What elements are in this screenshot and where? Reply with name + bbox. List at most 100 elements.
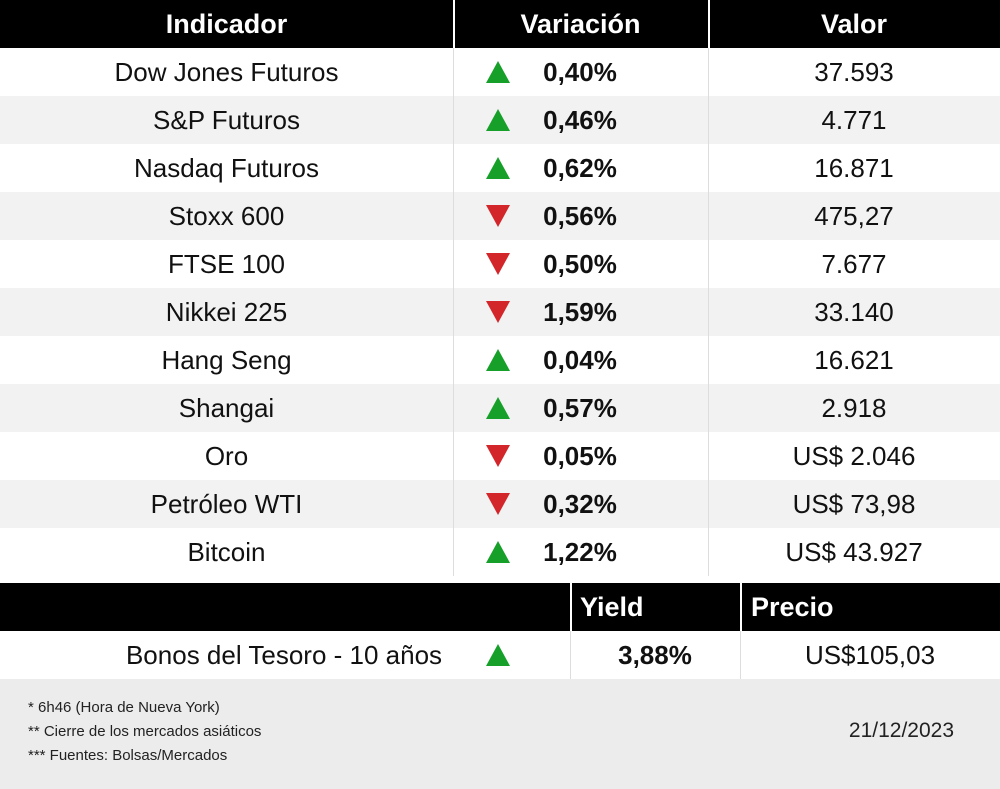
header-cell: Yield <box>580 591 644 622</box>
arrow-shape <box>486 349 510 371</box>
divider <box>740 631 741 679</box>
divider <box>708 432 709 480</box>
bond-label: Bonos del Tesoro - 10 años <box>125 639 443 670</box>
arrow-shape <box>486 445 510 467</box>
arrow <box>486 541 510 563</box>
indicator: Nasdaq Futuros <box>134 152 319 183</box>
arrow <box>486 61 510 83</box>
arrow <box>486 349 510 371</box>
value: US$ 73,98 <box>792 488 916 519</box>
value: US$ 2.046 <box>792 440 916 471</box>
arrow-shape <box>486 644 510 666</box>
divider <box>708 480 709 528</box>
footer-date: 21/12/2023 <box>848 719 954 742</box>
change: 0,50% <box>543 248 617 279</box>
indicator: S&P Futuros <box>153 104 300 135</box>
change: 0,05% <box>543 440 617 471</box>
indicator: Stoxx 600 <box>168 200 285 231</box>
divider <box>453 384 454 432</box>
header-cell: Valor <box>820 8 888 39</box>
value: 16.871 <box>814 152 894 183</box>
arrow-shape <box>486 493 510 515</box>
divider <box>453 192 454 240</box>
divider <box>708 384 709 432</box>
arrow <box>486 445 510 467</box>
arrow <box>486 301 510 323</box>
divider <box>453 480 454 528</box>
arrow-shape <box>486 205 510 227</box>
bond-header-bar <box>0 583 1000 631</box>
arrow-shape <box>486 109 510 131</box>
change: 0,04% <box>543 344 617 375</box>
arrow <box>486 644 510 666</box>
divider <box>708 48 709 96</box>
header-cell: Variación <box>520 8 641 39</box>
arrow <box>486 205 510 227</box>
divider <box>453 288 454 336</box>
indicator: Petróleo WTI <box>150 488 303 519</box>
footer-note: ** Cierre de los mercados asiáticos <box>28 723 262 740</box>
divider <box>453 432 454 480</box>
arrow <box>486 397 510 419</box>
value: 4.771 <box>821 104 887 135</box>
divider <box>453 528 454 576</box>
header-cell: Indicador <box>165 8 288 39</box>
divider <box>708 96 709 144</box>
value: 7.677 <box>821 248 887 279</box>
arrow <box>486 253 510 275</box>
footer-note: * 6h46 (Hora de Nueva York) <box>28 699 220 716</box>
header-bar <box>0 0 1000 48</box>
change: 0,40% <box>543 56 617 87</box>
value: 16.621 <box>814 344 894 375</box>
footer <box>0 679 1000 789</box>
header-cell: Precio <box>751 591 834 622</box>
indicator: Hang Seng <box>161 344 292 375</box>
arrow-shape <box>486 253 510 275</box>
divider <box>708 144 709 192</box>
divider <box>453 48 454 96</box>
arrow-shape <box>486 157 510 179</box>
arrow <box>486 157 510 179</box>
value: US$ 43.927 <box>785 536 923 567</box>
change: 1,59% <box>543 296 617 327</box>
indicator: FTSE 100 <box>167 248 286 279</box>
divider <box>708 192 709 240</box>
change: 1,22% <box>543 536 617 567</box>
divider <box>708 288 709 336</box>
arrow-shape <box>486 397 510 419</box>
value: 475,27 <box>814 200 894 231</box>
indicator: Shangai <box>178 392 275 423</box>
value: 37.593 <box>814 56 894 87</box>
divider <box>708 0 710 48</box>
arrow <box>486 493 510 515</box>
arrow-shape <box>486 61 510 83</box>
arrow-shape <box>486 541 510 563</box>
bond-yield: 3,88% <box>618 639 692 670</box>
change: 0,57% <box>543 392 617 423</box>
value: 33.140 <box>814 296 894 327</box>
indicator: Bitcoin <box>187 536 266 567</box>
divider <box>708 528 709 576</box>
divider <box>453 336 454 384</box>
divider <box>453 0 455 48</box>
divider <box>708 240 709 288</box>
change: 0,32% <box>543 488 617 519</box>
indicator: Oro <box>204 440 249 471</box>
change: 0,46% <box>543 104 617 135</box>
divider <box>453 96 454 144</box>
divider <box>570 631 571 679</box>
footer-note: *** Fuentes: Bolsas/Mercados <box>28 747 228 764</box>
arrow-shape <box>486 301 510 323</box>
value: 2.918 <box>821 392 887 423</box>
divider <box>453 144 454 192</box>
indicator: Nikkei 225 <box>165 296 288 327</box>
indicator: Dow Jones Futuros <box>114 56 339 87</box>
divider <box>570 583 572 631</box>
change: 0,56% <box>543 200 617 231</box>
divider <box>453 240 454 288</box>
divider <box>740 583 742 631</box>
bond-price: US$105,03 <box>804 639 936 670</box>
divider <box>708 336 709 384</box>
arrow <box>486 109 510 131</box>
